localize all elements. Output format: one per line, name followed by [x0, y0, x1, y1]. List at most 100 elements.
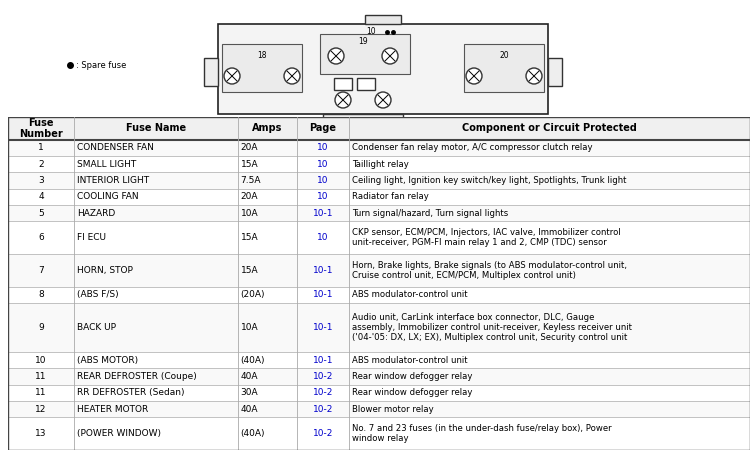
- Text: Fuse
Number: Fuse Number: [19, 118, 63, 139]
- Text: Audio unit, CarLink interface box connector, DLC, Gauge
assembly, Immobilizer co: Audio unit, CarLink interface box connec…: [352, 313, 632, 342]
- Bar: [320, 34, 410, 74]
- Text: 1: 1: [38, 143, 44, 152]
- Circle shape: [335, 92, 351, 108]
- Text: Rear window defogger relay: Rear window defogger relay: [352, 372, 472, 381]
- Text: Taillight relay: Taillight relay: [352, 160, 409, 169]
- Text: 10: 10: [317, 233, 328, 242]
- Text: 10-2: 10-2: [313, 372, 333, 381]
- Text: 20A: 20A: [241, 143, 258, 152]
- Text: ABS modulator-control unit: ABS modulator-control unit: [352, 356, 468, 364]
- Text: SMALL LIGHT: SMALL LIGHT: [77, 160, 136, 169]
- Text: 13: 13: [35, 429, 46, 438]
- Bar: [222, 44, 302, 92]
- Bar: [8, 117, 750, 140]
- Text: 20: 20: [500, 51, 508, 60]
- Text: 10A: 10A: [241, 323, 258, 332]
- Text: INTERIOR LIGHT: INTERIOR LIGHT: [77, 176, 149, 185]
- Text: 10: 10: [317, 192, 328, 201]
- Text: Amps: Amps: [252, 123, 283, 133]
- Bar: [8, 172, 750, 189]
- Bar: [8, 189, 750, 205]
- Text: RR DEFROSTER (Sedan): RR DEFROSTER (Sedan): [77, 388, 184, 397]
- Text: Fuse Name: Fuse Name: [126, 123, 186, 133]
- Text: 10-1: 10-1: [313, 266, 333, 275]
- Bar: [357, 78, 375, 90]
- Bar: [8, 205, 750, 221]
- Text: (40A): (40A): [241, 356, 266, 364]
- Bar: [8, 287, 750, 303]
- Circle shape: [284, 68, 300, 84]
- Text: 10-1: 10-1: [313, 323, 333, 332]
- Text: 10-1: 10-1: [313, 209, 333, 218]
- Circle shape: [466, 68, 482, 84]
- Text: 19: 19: [358, 37, 368, 46]
- Text: COOLING FAN: COOLING FAN: [77, 192, 139, 201]
- Text: : Spare fuse: : Spare fuse: [76, 60, 126, 69]
- Text: Component or Circuit Protected: Component or Circuit Protected: [462, 123, 637, 133]
- Bar: [8, 417, 750, 450]
- Text: Page: Page: [310, 123, 337, 133]
- Circle shape: [328, 48, 344, 64]
- Text: 3: 3: [38, 176, 44, 185]
- Text: HORN, STOP: HORN, STOP: [77, 266, 134, 275]
- Text: 8: 8: [38, 290, 44, 299]
- Text: 9: 9: [38, 323, 44, 332]
- Text: (POWER WINDOW): (POWER WINDOW): [77, 429, 161, 438]
- Bar: [8, 401, 750, 417]
- Text: ABS modulator-control unit: ABS modulator-control unit: [352, 290, 468, 299]
- Text: HEATER MOTOR: HEATER MOTOR: [77, 405, 148, 414]
- Text: No. 7 and 23 fuses (in the under-dash fuse/relay box), Power
window relay: No. 7 and 23 fuses (in the under-dash fu…: [352, 424, 612, 443]
- Bar: [8, 303, 750, 352]
- Text: 5: 5: [38, 209, 44, 218]
- Text: 10: 10: [35, 356, 46, 364]
- FancyBboxPatch shape: [548, 58, 562, 86]
- FancyBboxPatch shape: [218, 24, 548, 114]
- Text: Radiator fan relay: Radiator fan relay: [352, 192, 429, 201]
- Text: 12: 12: [35, 405, 46, 414]
- Text: CKP sensor, ECM/PCM, Injectors, IAC valve, Immobilizer control
unit-receiver, PG: CKP sensor, ECM/PCM, Injectors, IAC valv…: [352, 228, 621, 247]
- Text: Condenser fan relay motor, A/C compressor clutch relay: Condenser fan relay motor, A/C compresso…: [352, 143, 592, 152]
- FancyBboxPatch shape: [323, 114, 403, 126]
- Text: 4: 4: [38, 192, 44, 201]
- Bar: [464, 44, 544, 92]
- Bar: [365, 15, 401, 24]
- Bar: [334, 78, 352, 90]
- Circle shape: [382, 48, 398, 64]
- Text: Rear window defogger relay: Rear window defogger relay: [352, 388, 472, 397]
- Text: 40A: 40A: [241, 405, 258, 414]
- Text: (40A): (40A): [241, 429, 266, 438]
- Text: 15A: 15A: [241, 266, 258, 275]
- Circle shape: [375, 92, 391, 108]
- Text: 6: 6: [38, 233, 44, 242]
- Text: 10: 10: [317, 160, 328, 169]
- FancyBboxPatch shape: [204, 58, 218, 86]
- Text: 10-2: 10-2: [313, 429, 333, 438]
- Text: 10-2: 10-2: [313, 405, 333, 414]
- Text: 20A: 20A: [241, 192, 258, 201]
- Text: BACK UP: BACK UP: [77, 323, 116, 332]
- Text: 7.5A: 7.5A: [241, 176, 261, 185]
- Text: 18: 18: [257, 51, 267, 60]
- Text: (ABS MOTOR): (ABS MOTOR): [77, 356, 139, 364]
- Text: REAR DEFROSTER (Coupe): REAR DEFROSTER (Coupe): [77, 372, 197, 381]
- Text: (20A): (20A): [241, 290, 266, 299]
- Text: Horn, Brake lights, Brake signals (to ABS modulator-control unit,
Cruise control: Horn, Brake lights, Brake signals (to AB…: [352, 261, 627, 280]
- Text: FI ECU: FI ECU: [77, 233, 106, 242]
- Bar: [8, 254, 750, 287]
- Text: 2: 2: [38, 160, 44, 169]
- Text: Blower motor relay: Blower motor relay: [352, 405, 434, 414]
- Text: 15A: 15A: [241, 233, 258, 242]
- Text: 10: 10: [366, 27, 376, 36]
- Text: 10A: 10A: [241, 209, 258, 218]
- Bar: [8, 369, 750, 385]
- Bar: [8, 156, 750, 172]
- Text: 30A: 30A: [241, 388, 258, 397]
- Text: CONDENSER FAN: CONDENSER FAN: [77, 143, 154, 152]
- Text: 10-1: 10-1: [313, 356, 333, 364]
- Text: 40A: 40A: [241, 372, 258, 381]
- Circle shape: [224, 68, 240, 84]
- Text: HAZARD: HAZARD: [77, 209, 116, 218]
- Text: 10-1: 10-1: [313, 290, 333, 299]
- Circle shape: [526, 68, 542, 84]
- Bar: [8, 352, 750, 369]
